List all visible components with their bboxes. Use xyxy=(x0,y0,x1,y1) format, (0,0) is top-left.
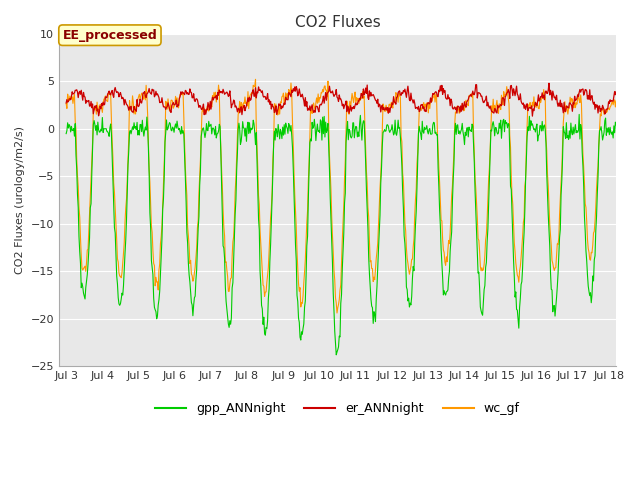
Line: er_ANNnight: er_ANNnight xyxy=(66,83,640,116)
gpp_ANNnight xyxy=(332,352,340,358)
er_ANNnight xyxy=(287,94,295,99)
wc_gf xyxy=(266,232,274,238)
wc_gf xyxy=(237,109,244,115)
er_ANNnight xyxy=(448,98,456,104)
Title: CO2 Fluxes: CO2 Fluxes xyxy=(294,15,380,30)
er_ANNnight xyxy=(545,80,553,86)
wc_gf xyxy=(449,165,457,170)
gpp_ANNnight xyxy=(62,131,70,136)
wc_gf xyxy=(62,101,70,107)
Y-axis label: CO2 Fluxes (urology/m2/s): CO2 Fluxes (urology/m2/s) xyxy=(15,126,25,274)
wc_gf xyxy=(130,111,138,117)
gpp_ANNnight xyxy=(449,198,456,204)
wc_gf xyxy=(417,105,424,111)
wc_gf xyxy=(333,310,341,316)
Line: wc_gf: wc_gf xyxy=(66,79,640,313)
Line: gpp_ANNnight: gpp_ANNnight xyxy=(66,114,640,355)
gpp_ANNnight xyxy=(265,286,273,291)
gpp_ANNnight xyxy=(575,111,583,117)
gpp_ANNnight xyxy=(130,120,138,126)
er_ANNnight xyxy=(415,108,423,114)
er_ANNnight xyxy=(130,104,138,109)
gpp_ANNnight xyxy=(287,122,295,128)
er_ANNnight xyxy=(237,107,244,112)
er_ANNnight xyxy=(265,97,273,103)
wc_gf xyxy=(288,91,296,96)
er_ANNnight xyxy=(529,113,536,119)
Text: EE_processed: EE_processed xyxy=(63,29,157,42)
wc_gf xyxy=(252,76,259,82)
gpp_ANNnight xyxy=(416,128,424,134)
gpp_ANNnight xyxy=(237,142,244,147)
Legend: gpp_ANNnight, er_ANNnight, wc_gf: gpp_ANNnight, er_ANNnight, wc_gf xyxy=(150,397,525,420)
er_ANNnight xyxy=(62,100,70,106)
